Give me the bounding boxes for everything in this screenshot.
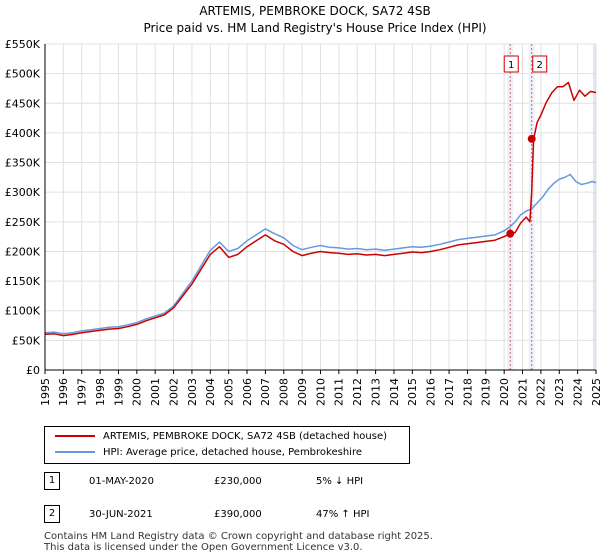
- transaction-badge-2: 2: [44, 505, 60, 523]
- legend-item-property: ARTEMIS, PEMBROKE DOCK, SA72 4SB (detach…: [55, 430, 387, 444]
- x-tick-label: 2019: [480, 378, 493, 406]
- grid: [44, 43, 597, 371]
- transaction-row-1: 1 01-MAY-2020 £230,000 5% ↓ HPI: [44, 472, 464, 492]
- y-tick-label: £400K: [5, 127, 41, 140]
- x-tick-label: 2024: [571, 378, 584, 406]
- legend: ARTEMIS, PEMBROKE DOCK, SA72 4SB (detach…: [44, 426, 410, 464]
- shaded-region: [592, 44, 596, 370]
- x-tick-label: 2006: [241, 378, 254, 406]
- y-tick-label: £250K: [5, 216, 41, 229]
- x-tick-label: 2021: [516, 378, 529, 406]
- transaction-badge-1: 1: [44, 472, 60, 490]
- x-tick-label: 1998: [94, 378, 107, 406]
- x-tick-label: 1996: [57, 378, 70, 406]
- y-tick-label: £200K: [5, 245, 41, 258]
- marker-label-1: 1: [508, 60, 514, 71]
- chart-title: ARTEMIS, PEMBROKE DOCK, SA72 4SB: [199, 4, 431, 18]
- x-tick-label: 2003: [186, 378, 199, 406]
- annotation-band: [528, 44, 535, 370]
- hpi-series-line: [44, 173, 597, 335]
- sale-point-1: [506, 229, 515, 238]
- x-tick-label: 2009: [296, 378, 309, 406]
- legend-swatch-hpi: [55, 451, 95, 453]
- x-tick-label: 2002: [167, 378, 180, 406]
- y-tick-label: £450K: [5, 97, 41, 110]
- x-tick-label: 2017: [443, 378, 456, 406]
- x-tick-label: 2005: [223, 378, 236, 406]
- x-tick-label: 1997: [76, 378, 89, 406]
- x-tick-label: 2008: [278, 378, 291, 406]
- x-tick-label: 1999: [112, 378, 125, 406]
- sale-point-2: [527, 134, 536, 143]
- annotation-lines: [507, 44, 535, 370]
- marker-box-1: [503, 55, 519, 73]
- transaction-delta-1: 5% ↓ HPI: [316, 476, 364, 487]
- x-tick-label: 2022: [535, 378, 548, 406]
- y-tick-label: £350K: [5, 157, 41, 170]
- marker-label-2: 2: [537, 60, 543, 71]
- transaction-delta-2: 47% ↑ HPI: [316, 509, 370, 520]
- x-tick-label: 2013: [369, 378, 382, 406]
- y-tick-label: £0: [26, 364, 40, 377]
- axes: £0 £50K £100K £150K £200K £250K £300K £350K £400…: [5, 38, 600, 406]
- x-tick-label: 2020: [498, 378, 511, 406]
- transaction-row-2: 2 30-JUN-2021 £390,000 47% ↑ HPI: [44, 505, 464, 525]
- footer-line-1: Contains HM Land Registry data © Crown c…: [44, 531, 433, 542]
- annotation-band: [507, 44, 514, 370]
- x-tick-label: 2016: [425, 378, 438, 406]
- y-tick-label: £50K: [12, 334, 41, 347]
- y-tick-label: £150K: [5, 275, 41, 288]
- legend-swatch-property: [55, 435, 95, 437]
- x-tick-label: 2014: [388, 378, 401, 406]
- footer: Contains HM Land Registry data © Crown c…: [44, 531, 433, 553]
- chart-subtitle: Price paid vs. HM Land Registry's House …: [143, 21, 487, 35]
- y-tick-label: £500K: [5, 68, 41, 81]
- y-tick-label: £550K: [5, 38, 41, 51]
- x-tick-label: 2015: [406, 378, 419, 406]
- marker-box-2: [532, 55, 548, 73]
- forecast-shade: [592, 44, 596, 370]
- transaction-date-1: 01-MAY-2020: [89, 476, 155, 487]
- x-tick-label: 2004: [204, 378, 217, 406]
- legend-label-hpi: HPI: Average price, detached house, Pemb…: [103, 447, 362, 458]
- transaction-date-2: 30-JUN-2021: [89, 509, 153, 520]
- x-tick-label: 2011: [333, 378, 346, 406]
- chart-title-block: ARTEMIS, PEMBROKE DOCK, SA72 4SB Price p…: [0, 3, 600, 37]
- legend-label-property: ARTEMIS, PEMBROKE DOCK, SA72 4SB (detach…: [103, 431, 387, 442]
- legend-item-hpi: HPI: Average price, detached house, Pemb…: [55, 446, 362, 460]
- x-tick-label: 2025: [590, 378, 600, 406]
- x-tick-label: 2023: [553, 378, 566, 406]
- y-tick-label: £100K: [5, 305, 41, 318]
- x-tick-label: 2001: [149, 378, 162, 406]
- series-lines: [44, 81, 597, 337]
- x-tick-label: 2000: [131, 378, 144, 406]
- property-series-line: [44, 81, 597, 337]
- transaction-price-1: £230,000: [214, 476, 262, 487]
- x-tick-label: 2007: [259, 378, 272, 406]
- x-tick-label: 2018: [461, 378, 474, 406]
- transaction-price-2: £390,000: [214, 509, 262, 520]
- sale-points: [506, 134, 536, 238]
- footer-line-2: This data is licensed under the Open Gov…: [44, 542, 363, 553]
- x-tick-label: 2012: [351, 378, 364, 406]
- x-tick-label: 2010: [314, 378, 327, 406]
- x-tick-label: 1995: [39, 378, 52, 406]
- y-tick-label: £300K: [5, 186, 41, 199]
